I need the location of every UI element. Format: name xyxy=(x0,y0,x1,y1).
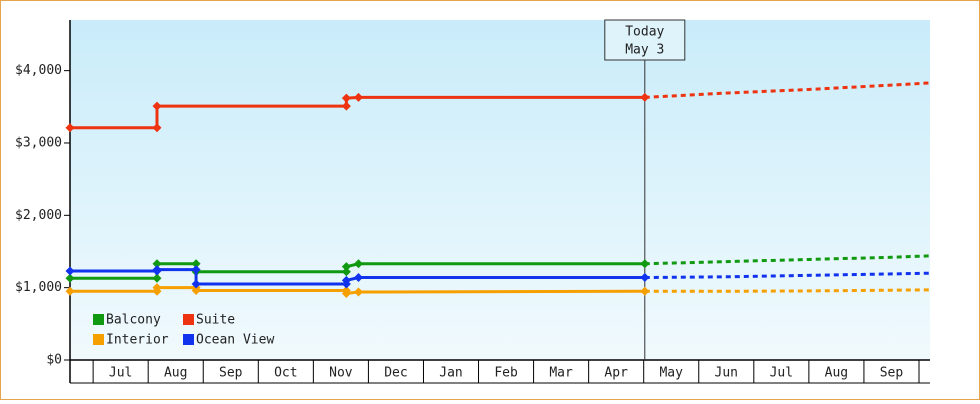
point-marker xyxy=(152,273,162,283)
point-marker xyxy=(191,286,201,296)
today-box xyxy=(604,19,686,61)
x-tick-label: Jan xyxy=(439,366,462,381)
y-tick-label: $0 xyxy=(46,353,62,368)
x-tick-label: Oct xyxy=(274,366,297,381)
y-tick-label: $2,000 xyxy=(15,208,62,223)
point-marker xyxy=(354,273,364,283)
point-marker xyxy=(341,275,351,285)
y-tick-label: $3,000 xyxy=(15,135,62,150)
x-tick-label: Jun xyxy=(715,366,738,381)
forecast-line xyxy=(644,271,931,280)
x-tick-label: Jul xyxy=(770,366,793,381)
point-marker xyxy=(640,286,650,296)
legend-label: Interior xyxy=(106,333,169,348)
point-marker xyxy=(640,259,650,269)
point-marker xyxy=(341,101,351,111)
x-tick-label: Jul xyxy=(109,366,132,381)
legend-label: Balcony xyxy=(106,313,161,328)
x-tick-label: Dec xyxy=(384,366,407,381)
point-marker xyxy=(191,265,201,275)
point-marker xyxy=(65,286,75,296)
point-marker xyxy=(65,123,75,133)
point-marker xyxy=(640,92,650,102)
legend-label: Ocean View xyxy=(196,333,274,348)
point-marker xyxy=(341,93,351,103)
point-marker xyxy=(152,259,162,269)
point-marker xyxy=(640,273,650,283)
x-tick-label: Aug xyxy=(825,366,848,381)
today-label: Today xyxy=(625,25,664,40)
point-marker xyxy=(354,92,364,102)
plot-area xyxy=(70,20,930,360)
point-marker xyxy=(191,279,201,289)
x-tick-label: Feb xyxy=(494,366,518,381)
today-label: May 3 xyxy=(625,43,664,58)
y-tick-label: $4,000 xyxy=(15,63,62,78)
x-tick-label: Apr xyxy=(604,366,628,381)
point-marker xyxy=(341,288,351,298)
point-marker xyxy=(152,101,162,111)
point-marker xyxy=(341,267,351,277)
x-tick-label: Sep xyxy=(880,366,904,381)
y-tick-label: $1,000 xyxy=(15,280,62,295)
legend-swatch xyxy=(93,314,104,325)
x-tick-label: May xyxy=(659,366,683,381)
forecast-line xyxy=(644,288,931,293)
x-tick-label: Mar xyxy=(549,366,573,381)
point-marker xyxy=(65,273,75,283)
point-marker xyxy=(191,259,201,269)
legend-label: Suite xyxy=(196,313,235,328)
legend-swatch xyxy=(183,334,194,345)
legend-swatch xyxy=(183,314,194,325)
x-tick-label: Aug xyxy=(164,366,187,381)
x-tick-label: Sep xyxy=(219,366,243,381)
point-marker xyxy=(354,287,364,297)
point-marker xyxy=(341,262,351,272)
legend-swatch xyxy=(93,334,104,345)
forecast-line xyxy=(644,254,931,266)
point-marker xyxy=(152,265,162,275)
x-tick-label: Nov xyxy=(329,366,353,381)
point-marker xyxy=(152,283,162,293)
point-marker xyxy=(354,259,364,269)
forecast-line xyxy=(644,81,931,99)
point-marker xyxy=(152,123,162,133)
point-marker xyxy=(65,266,75,276)
